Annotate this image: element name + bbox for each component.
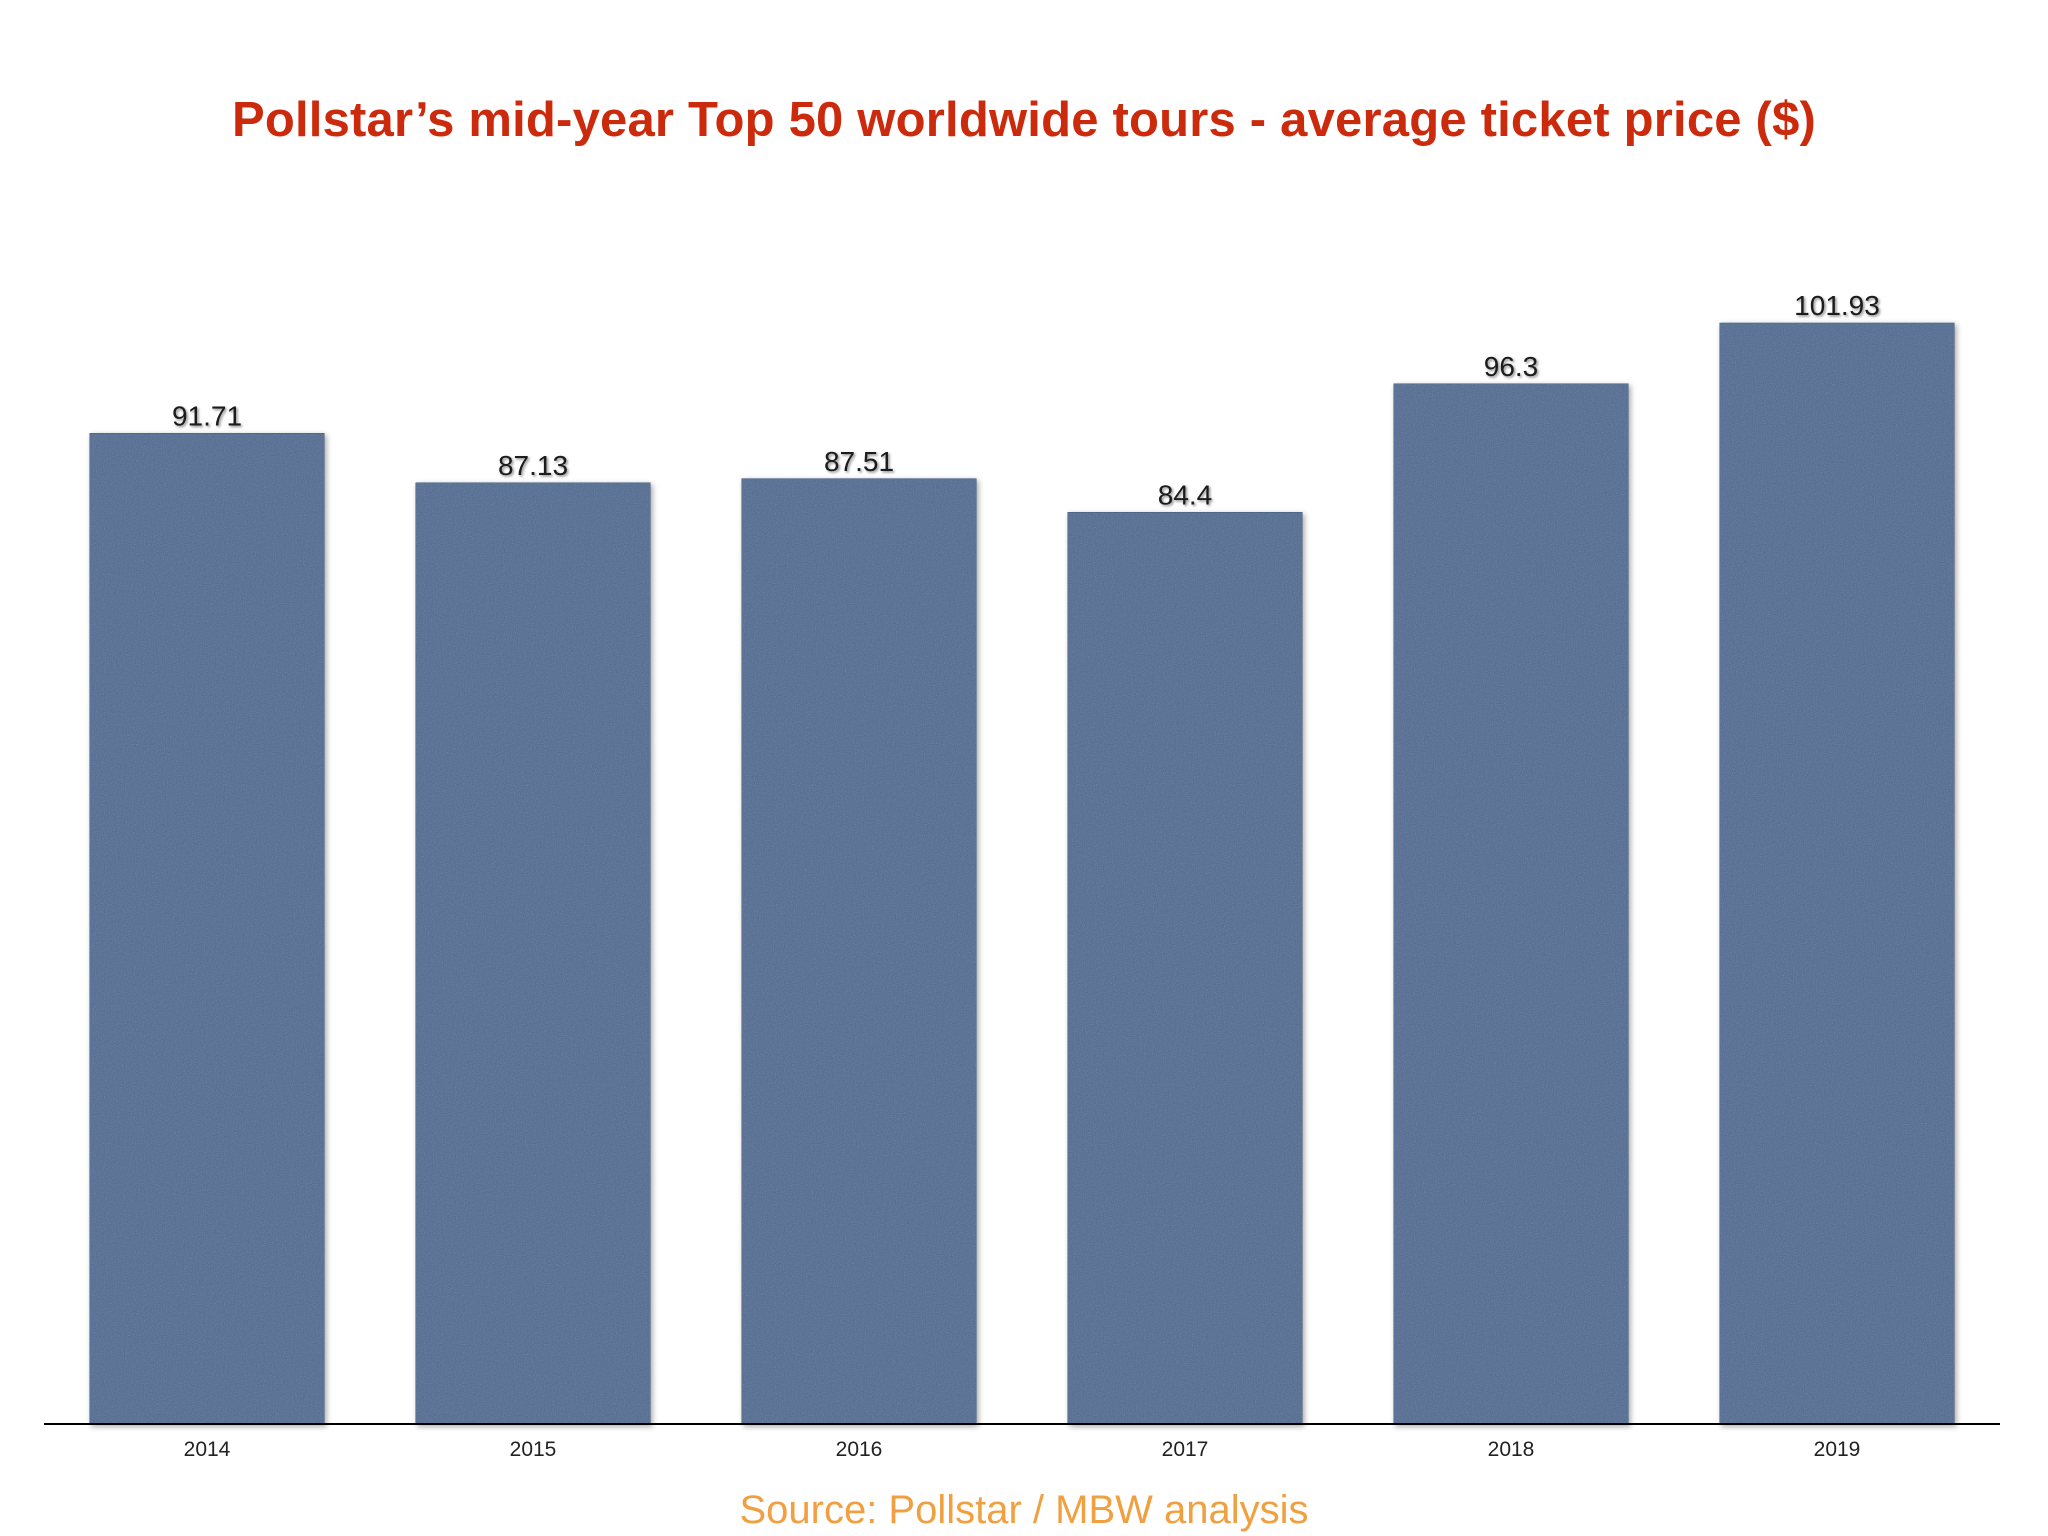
bar-texture-2016 [742, 478, 976, 1424]
x-tick-labels: 2014 2015 2016 2017 2018 2019 [184, 1438, 1861, 1461]
value-label-2017: 84.4 [1158, 480, 1213, 511]
bar-value-labels: 91.71 87.13 87.51 84.4 96.3 101.93 [172, 290, 1880, 510]
x-tick-2019: 2019 [1814, 1438, 1861, 1461]
x-tick-2014: 2014 [184, 1438, 231, 1461]
bar-texture-2019 [1720, 323, 1954, 1425]
x-tick-2017: 2017 [1162, 1438, 1209, 1461]
value-label-2018: 96.3 [1484, 351, 1539, 382]
bar-texture-2015 [416, 483, 650, 1424]
x-tick-2016: 2016 [836, 1438, 883, 1461]
bars-layer [89, 322, 1955, 1425]
source-note: Source: Pollstar / MBW analysis [739, 1488, 1309, 1532]
value-label-2016: 87.51 [824, 446, 894, 477]
chart-title: Pollstar’s mid-year Top 50 worldwide tou… [231, 93, 1817, 147]
bar-texture-2014 [90, 433, 324, 1424]
bar-texture-2018 [1394, 384, 1628, 1424]
x-tick-2015: 2015 [510, 1438, 557, 1461]
bar-texture-2017 [1068, 512, 1302, 1424]
value-label-2014: 91.71 [172, 401, 242, 432]
value-label-2015: 87.13 [498, 450, 568, 481]
value-label-2019: 101.93 [1794, 290, 1880, 321]
x-tick-2018: 2018 [1488, 1438, 1535, 1461]
